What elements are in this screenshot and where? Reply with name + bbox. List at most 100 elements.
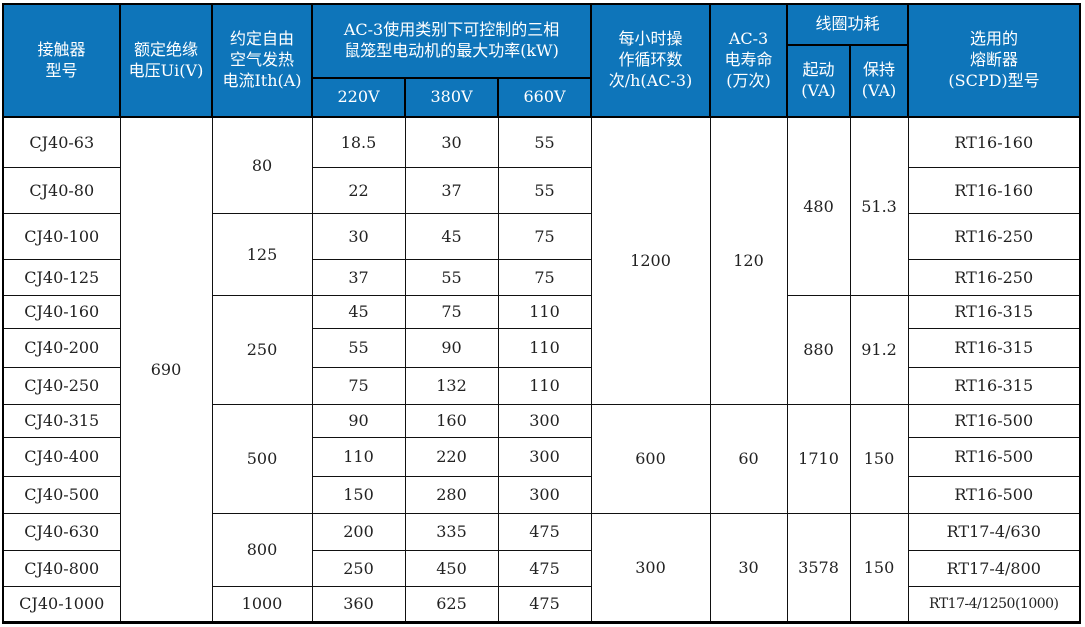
cell-ops-300: 300 [590,512,711,623]
cell-ith-125: 125 [211,212,313,296]
cell-fuse: RT16-315 [907,294,1081,329]
cell-fuse: RT16-315 [907,327,1081,368]
cell-p380: 90 [404,327,499,368]
cell-life-30: 30 [709,512,788,623]
table-row: CJ40-500 150 280 300 RT16-500 [2,475,1081,514]
cell-ith-250: 250 [211,294,313,405]
cell-p380: 160 [404,403,499,438]
cell-fuse: RT16-250 [907,212,1081,260]
cell-p380: 220 [404,436,499,477]
cell-p220: 45 [311,294,406,329]
cell-p220: 360 [311,585,406,623]
table-row: CJ40-100 125 30 45 75 RT16-250 [2,212,1081,296]
cell-ops-1200: 1200 [590,116,711,405]
table-row: CJ40-125 37 55 75 RT16-250 [2,258,1081,296]
cell-ith-500: 500 [211,403,313,514]
cell-p660: 475 [497,512,592,551]
cell-model: CJ40-500 [2,475,121,514]
cell-fuse: RT16-500 [907,403,1081,438]
cell-p660: 75 [497,258,592,296]
cell-p660: 475 [497,585,592,623]
cell-fuse: RT16-500 [907,475,1081,514]
cell-p380: 75 [404,294,499,329]
header-coil-start: 起动 (VA) [786,44,852,118]
cell-model: CJ40-800 [2,549,121,587]
cell-p660: 300 [497,436,592,477]
cell-model: CJ40-160 [2,294,121,329]
cell-life-60: 60 [709,403,788,514]
cell-model: CJ40-630 [2,512,121,551]
cell-p660: 110 [497,327,592,368]
cell-p380: 625 [404,585,499,623]
cell-start-880: 880 [786,294,851,405]
cell-fuse: RT16-160 [907,116,1081,168]
cell-fuse: RT17-4/1250(1000) [907,585,1081,623]
cell-p220: 150 [311,475,406,514]
table-row: CJ40-250 75 132 110 RT16-315 [2,366,1081,405]
cell-p380: 45 [404,212,499,260]
cell-p220: 55 [311,327,406,368]
cell-p380: 450 [404,549,499,587]
cell-model: CJ40-63 [2,116,121,168]
cell-p220: 110 [311,436,406,477]
cell-fuse: RT16-315 [907,366,1081,405]
header-380v: 380V [404,77,499,118]
cell-p220: 37 [311,258,406,296]
header-coil-hold: 保持 (VA) [849,44,910,118]
table-row: CJ40-160 250 45 75 110 880 91.2 RT16-315 [2,294,1081,405]
header-fuse-type: 选用的 熔断器 (SCPD)型号 [907,3,1082,118]
cell-ops-600: 600 [590,403,711,514]
cell-ith-80: 80 [211,116,313,214]
cell-model: CJ40-400 [2,436,121,477]
cell-hold-91: 91.2 [849,294,909,405]
table-row: CJ40-1000 1000 360 625 475 RT17-4/1250(1… [2,585,1081,623]
cell-p660: 75 [497,212,592,260]
cell-start-1710: 1710 [786,403,851,514]
table-row: CJ40-80 22 37 55 RT16-160 [2,166,1081,214]
table-row: CJ40-315 500 90 160 300 600 60 1710 150 … [2,403,1081,514]
table-row: CJ40-63 690 80 18.5 30 55 1200 120 480 5… [2,116,1081,623]
cell-p380: 280 [404,475,499,514]
cell-p220: 18.5 [311,116,406,168]
cell-hold-150b: 150 [849,512,909,623]
cell-model: CJ40-125 [2,258,121,296]
cell-p380: 335 [404,512,499,551]
cell-p660: 300 [497,475,592,514]
header-operating-cycles: 每小时操 作循环数 次/h(AC-3) [590,3,712,118]
cell-p220: 250 [311,549,406,587]
header-thermal-current: 约定自由 空气发热 电流Ith(A) [211,3,313,118]
cell-start-480: 480 [786,116,851,296]
cell-ui-690: 690 [119,116,213,623]
table-row: CJ40-630 800 200 335 475 300 30 3578 150… [2,512,1081,623]
table-row: CJ40-800 250 450 475 RT17-4/800 [2,549,1081,587]
cell-p220: 200 [311,512,406,551]
cell-p220: 75 [311,366,406,405]
header-rated-insulation-voltage: 额定绝缘 电压Ui(V) [119,3,213,118]
cell-p220: 90 [311,403,406,438]
cell-p380: 30 [404,116,499,168]
cell-p380: 37 [404,166,499,214]
cell-p660: 475 [497,549,592,587]
cell-ith-1000: 1000 [211,585,313,623]
cell-hold-150a: 150 [849,403,909,514]
cell-model: CJ40-100 [2,212,121,260]
cell-p660: 110 [497,366,592,405]
cell-p220: 30 [311,212,406,260]
header-contactor-model: 接触器 型号 [2,3,121,118]
cell-fuse: RT17-4/800 [907,549,1081,587]
header-max-power-group: AC-3使用类别下可控制的三相 鼠笼型电动机的最大功率(kW) [310,3,593,79]
header-220v: 220V [311,77,406,118]
cell-start-3578: 3578 [786,512,851,623]
contactor-spec-table: 接触器 型号 额定绝缘 电压Ui(V) 约定自由 空气发热 电流Ith(A) A… [2,3,1082,624]
table-row: CJ40-400 110 220 300 RT16-500 [2,436,1081,477]
cell-p660: 300 [497,403,592,438]
cell-model: CJ40-1000 [2,585,121,623]
header-coil-consumption-group: 线圈功耗 [786,3,910,46]
cell-life-120: 120 [709,116,788,405]
cell-p660: 55 [497,166,592,214]
cell-ith-800: 800 [211,512,313,587]
header-660v: 660V [496,77,593,118]
cell-fuse: RT17-4/630 [907,512,1081,551]
cell-fuse: RT16-500 [907,436,1081,477]
